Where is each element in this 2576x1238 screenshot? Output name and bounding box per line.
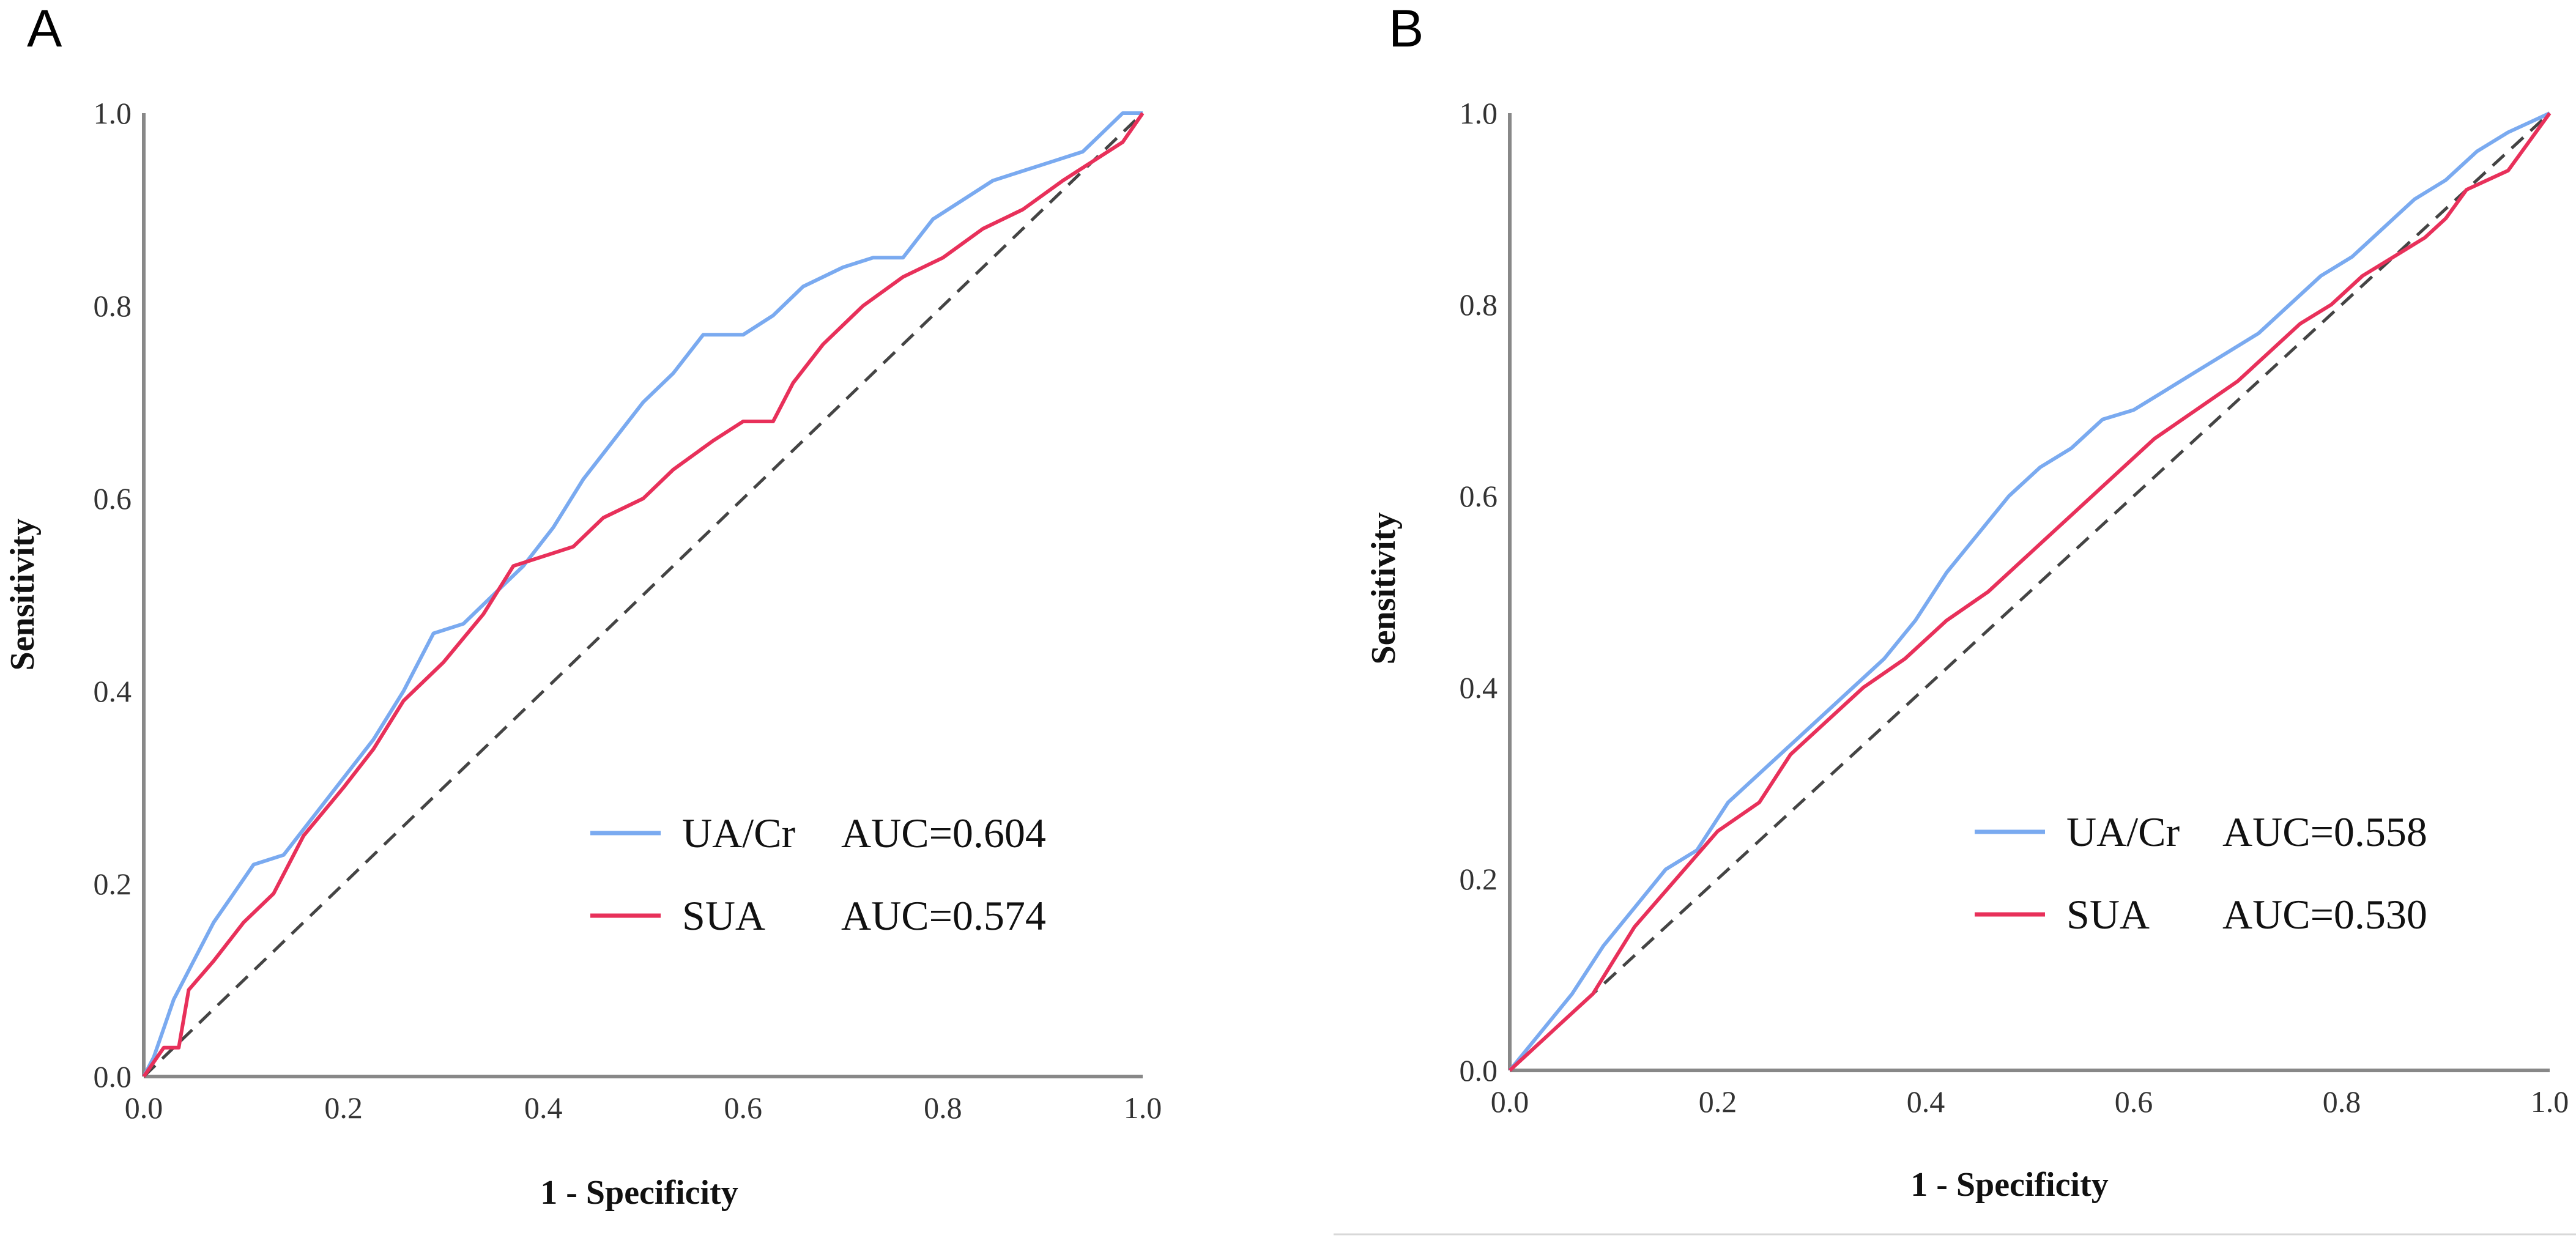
y-tick-label: 0.0 <box>94 1059 132 1094</box>
x-tick-label: 1.0 <box>2531 1084 2569 1119</box>
reference-diagonal <box>1509 112 2551 1072</box>
y-tick-label: 1.0 <box>1460 96 1498 130</box>
roc-curves <box>142 111 1145 1078</box>
reference-diagonal <box>143 112 1144 1078</box>
y-tick-label: 0.2 <box>1460 862 1498 896</box>
legend-auc-ua-cr: AUC=0.604 <box>841 810 1046 856</box>
roc-curve-ua-cr <box>142 111 1143 1078</box>
x-tick-label: 0.8 <box>924 1091 962 1125</box>
y-tick-labels: 0.0 0.2 0.4 0.6 0.8 1.0 <box>94 96 132 1094</box>
y-tick-labels: 0.0 0.2 0.4 0.6 0.8 1.0 <box>1460 96 1498 1088</box>
legend-label-sua: SUA <box>682 892 765 939</box>
y-tick-label: 0.6 <box>1460 479 1498 513</box>
legend-label-ua-cr: UA/Cr <box>2066 809 2180 855</box>
roc-curve-sua <box>142 112 1145 1078</box>
y-tick-label: 0.4 <box>1460 670 1498 705</box>
y-axis-title: Sensitivity <box>4 519 42 671</box>
roc-curves <box>1508 111 2552 1072</box>
y-tick-label: 0.4 <box>94 674 132 708</box>
x-tick-label: 0.6 <box>724 1091 763 1125</box>
y-tick-label: 1.0 <box>94 96 132 130</box>
x-tick-label: 0.2 <box>1699 1084 1737 1119</box>
x-tick-labels: 0.0 0.2 0.4 0.6 0.8 1.0 <box>1491 1084 2569 1119</box>
panel-label: B <box>1389 0 1423 58</box>
panel-label: A <box>27 0 62 58</box>
x-tick-label: 0.4 <box>524 1091 563 1125</box>
roc-curve-ua-cr <box>1508 111 2551 1072</box>
legend: UA/Cr AUC=0.604 SUA AUC=0.574 <box>590 810 1046 939</box>
y-tick-label: 0.6 <box>94 481 132 516</box>
x-tick-label: 0.0 <box>1491 1084 1529 1119</box>
y-tick-label: 0.2 <box>94 867 132 901</box>
legend-label-sua: SUA <box>2066 891 2150 938</box>
y-tick-label: 0.0 <box>1460 1053 1498 1088</box>
x-axis-title: 1 - Specificity <box>1910 1166 2108 1204</box>
x-tick-label: 0.0 <box>125 1091 163 1125</box>
y-tick-label: 0.8 <box>94 289 132 323</box>
x-tick-label: 0.6 <box>2115 1084 2153 1119</box>
x-tick-label: 0.8 <box>2323 1084 2361 1119</box>
x-tick-label: 0.4 <box>1907 1084 1945 1119</box>
legend-auc-sua: AUC=0.574 <box>841 892 1046 939</box>
x-axis-title: 1 - Specificity <box>540 1174 738 1212</box>
legend-auc-ua-cr: AUC=0.558 <box>2222 809 2427 855</box>
x-tick-label: 0.2 <box>324 1091 363 1125</box>
legend: UA/Cr AUC=0.558 SUA AUC=0.530 <box>1975 809 2427 938</box>
legend-label-ua-cr: UA/Cr <box>682 810 795 856</box>
x-tick-labels: 0.0 0.2 0.4 0.6 0.8 1.0 <box>125 1091 1162 1125</box>
y-tick-label: 0.8 <box>1460 287 1498 322</box>
roc-panel-b: B 0.00.20.40.60.81.0 0.0 0.2 0.4 0.6 0.8 1.0 … <box>1365 0 2569 1204</box>
roc-panel-a: A 0.00.20.40.60.81.0 0.0 0.2 0.4 0.6 0.8 1.0 … <box>4 0 1162 1212</box>
roc-curve-sua <box>1508 112 2552 1072</box>
legend-auc-sua: AUC=0.530 <box>2222 891 2427 938</box>
x-tick-label: 1.0 <box>1124 1091 1162 1125</box>
y-axis-title: Sensitivity <box>1365 513 1403 665</box>
